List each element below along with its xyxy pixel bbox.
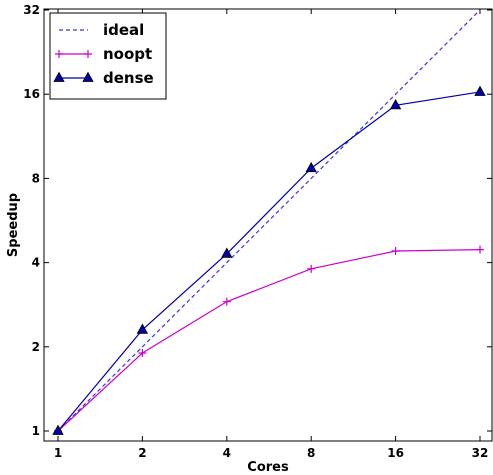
legend-marker-noopt	[55, 50, 63, 58]
x-tick-label: 4	[223, 446, 231, 460]
data-point-noopt	[391, 247, 400, 256]
y-tick-label: 4	[32, 256, 40, 270]
x-tick-label: 8	[307, 446, 315, 460]
legend-marker-dense	[53, 71, 65, 82]
series-line-dense	[57, 91, 481, 432]
legend-box	[49, 12, 167, 100]
y-tick-label: 16	[23, 87, 40, 101]
y-tick-label: 1	[32, 424, 40, 438]
series-markers	[52, 85, 486, 435]
series-line-ideal	[57, 9, 481, 432]
legend: ideal noopt dense	[49, 12, 167, 100]
legend-label-noopt: noopt	[103, 45, 152, 63]
legend-marker-noopt	[84, 50, 92, 58]
y-tick-label: 2	[32, 340, 40, 354]
y-axis-label: Speedup	[6, 193, 21, 257]
x-tick-label: 16	[387, 446, 404, 460]
data-point-dense	[136, 323, 149, 334]
legend-label-dense: dense	[103, 69, 154, 87]
data-point-dense	[305, 161, 317, 173]
series-lines	[57, 9, 481, 432]
data-point-dense	[52, 424, 64, 435]
y-tick-label: 32	[23, 3, 40, 17]
x-tick-label: 1	[54, 446, 62, 460]
x-tick-label: 2	[138, 446, 146, 460]
data-point-dense	[474, 85, 486, 96]
axis-ticks: 1 2 4 8 16 32 1 2 4 8 16 32	[23, 3, 492, 460]
data-point-noopt	[138, 349, 147, 358]
y-tick-label: 8	[32, 171, 40, 185]
legend-label-ideal: ideal	[103, 21, 144, 39]
series-line-noopt	[57, 249, 481, 432]
data-point-dense	[221, 247, 233, 258]
data-point-noopt	[476, 245, 484, 254]
legend-marker-dense	[82, 71, 94, 82]
data-point-dense	[389, 98, 402, 110]
x-axis-label: Cores	[247, 460, 289, 475]
data-point-noopt	[307, 264, 316, 273]
x-tick-label: 32	[472, 446, 489, 460]
data-point-noopt	[222, 297, 231, 306]
